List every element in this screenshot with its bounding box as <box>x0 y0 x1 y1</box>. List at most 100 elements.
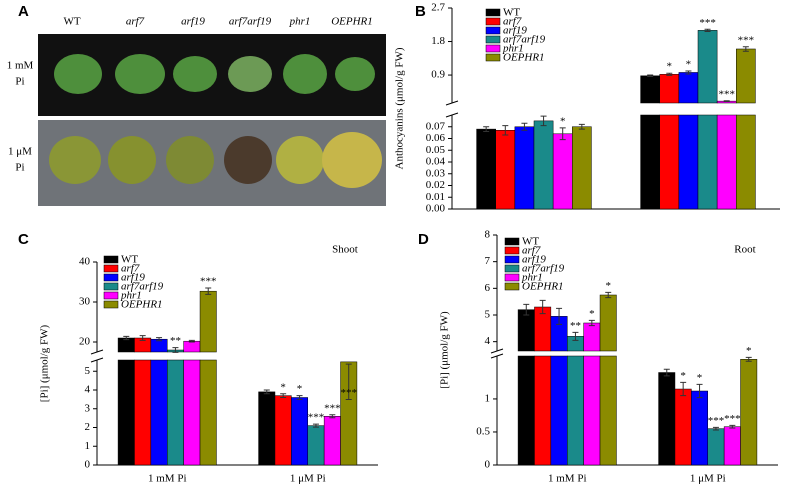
legend-swatch <box>103 273 119 282</box>
significance: * <box>589 308 595 320</box>
legend-swatch <box>485 53 501 62</box>
y-tick-label: 0.5 <box>476 426 490 438</box>
error-bar <box>296 395 303 400</box>
y-tick-label: 2.7 <box>431 2 445 14</box>
error-bar <box>696 383 703 399</box>
genotype-label: phr1 <box>289 16 311 28</box>
significance: *** <box>718 88 735 100</box>
significance: * <box>697 372 703 384</box>
y-tick-label: 0.03 <box>426 167 446 179</box>
bar <box>736 48 756 104</box>
y-tick-label: 5 <box>85 365 91 377</box>
bar <box>258 391 276 466</box>
panel-letter: A <box>18 3 29 20</box>
bar <box>476 128 496 210</box>
legend-swatch <box>485 8 501 17</box>
bar <box>697 30 718 104</box>
chart-title: Root <box>734 244 755 256</box>
bar <box>323 416 341 466</box>
bar <box>517 309 535 352</box>
bar <box>183 340 201 353</box>
row-label: 1 μM <box>8 146 32 158</box>
x-tick-label: 1 μM Pi <box>690 473 726 485</box>
error-bar <box>685 70 692 75</box>
bar-lower <box>697 114 718 210</box>
bar <box>291 397 309 466</box>
significance: *** <box>699 17 716 29</box>
bar-lower <box>599 355 617 466</box>
significance: * <box>280 381 286 393</box>
error-bar <box>521 122 528 131</box>
y-tick-label: 2 <box>85 421 91 433</box>
error-bar <box>329 414 336 419</box>
axis-break <box>491 352 778 355</box>
significance: * <box>605 280 611 292</box>
error-bar <box>572 331 579 341</box>
legend-label: arf7 <box>522 245 541 257</box>
bar <box>514 126 535 210</box>
y-tick-label: 0 <box>485 459 491 471</box>
chart-title: Shoot <box>332 244 358 256</box>
y-tick-label: 1 <box>85 440 91 452</box>
bar <box>307 425 325 466</box>
y-tick-label: 4 <box>85 384 91 396</box>
significance: *** <box>200 276 217 288</box>
genotype-label: arf7arf19 <box>229 16 272 28</box>
y-axis-label: [Pi] (μmol/g FW) <box>439 311 451 389</box>
bar-lower <box>183 359 201 466</box>
bar-lower <box>678 114 699 210</box>
axis-break <box>446 104 780 114</box>
bar <box>658 372 676 466</box>
bar <box>583 322 601 352</box>
y-tick-label: 0.9 <box>431 69 445 81</box>
legend-swatch <box>485 26 501 35</box>
error-bar <box>704 28 711 32</box>
error-bar <box>156 337 163 342</box>
error-bar <box>559 127 566 141</box>
row-label: Pi <box>15 76 24 88</box>
bar-lower <box>517 355 535 466</box>
legend-swatch <box>103 300 119 309</box>
error-bar <box>502 125 509 136</box>
y-tick-label: 4 <box>485 335 491 347</box>
legend-swatch <box>103 255 119 264</box>
bar-lower <box>567 355 584 466</box>
plants-1um <box>49 132 382 188</box>
legend-swatch <box>504 246 520 255</box>
legend-label: OEPHR1 <box>522 281 564 293</box>
y-tick-label: 3 <box>85 402 91 414</box>
error-bar <box>188 339 195 343</box>
bar <box>572 126 592 210</box>
significance: *** <box>340 387 357 399</box>
y-tick-label: 0.04 <box>426 156 446 168</box>
bar-lower <box>736 114 756 210</box>
axis-break <box>91 353 378 359</box>
legend-swatch <box>103 264 119 273</box>
legend-label: WT <box>503 7 520 19</box>
significance: * <box>686 58 692 70</box>
bar-lower <box>534 355 552 466</box>
legend-label: arf7arf19 <box>121 281 164 293</box>
legend-label: WT <box>121 254 138 266</box>
bar <box>707 428 725 466</box>
error-bar <box>663 368 670 377</box>
significance: * <box>297 383 303 395</box>
error-bar <box>263 389 270 395</box>
y-tick-label: 1.8 <box>431 35 445 47</box>
bar-lower <box>716 114 737 210</box>
y-tick-label: 7 <box>485 255 491 267</box>
y-tick-label: 40 <box>79 256 91 268</box>
error-bar <box>729 424 736 429</box>
error-bar <box>345 363 352 401</box>
significance: * <box>680 370 686 382</box>
bar-lower <box>167 359 184 466</box>
significance: *** <box>324 402 341 414</box>
error-bar <box>139 335 146 341</box>
bar <box>691 390 709 466</box>
error-bar <box>712 426 719 431</box>
legend-label: phr1 <box>502 43 524 55</box>
bar-lower <box>150 359 168 466</box>
bar-lower <box>134 359 152 466</box>
legend-label: phr1 <box>521 272 543 284</box>
break-mark <box>90 349 104 363</box>
